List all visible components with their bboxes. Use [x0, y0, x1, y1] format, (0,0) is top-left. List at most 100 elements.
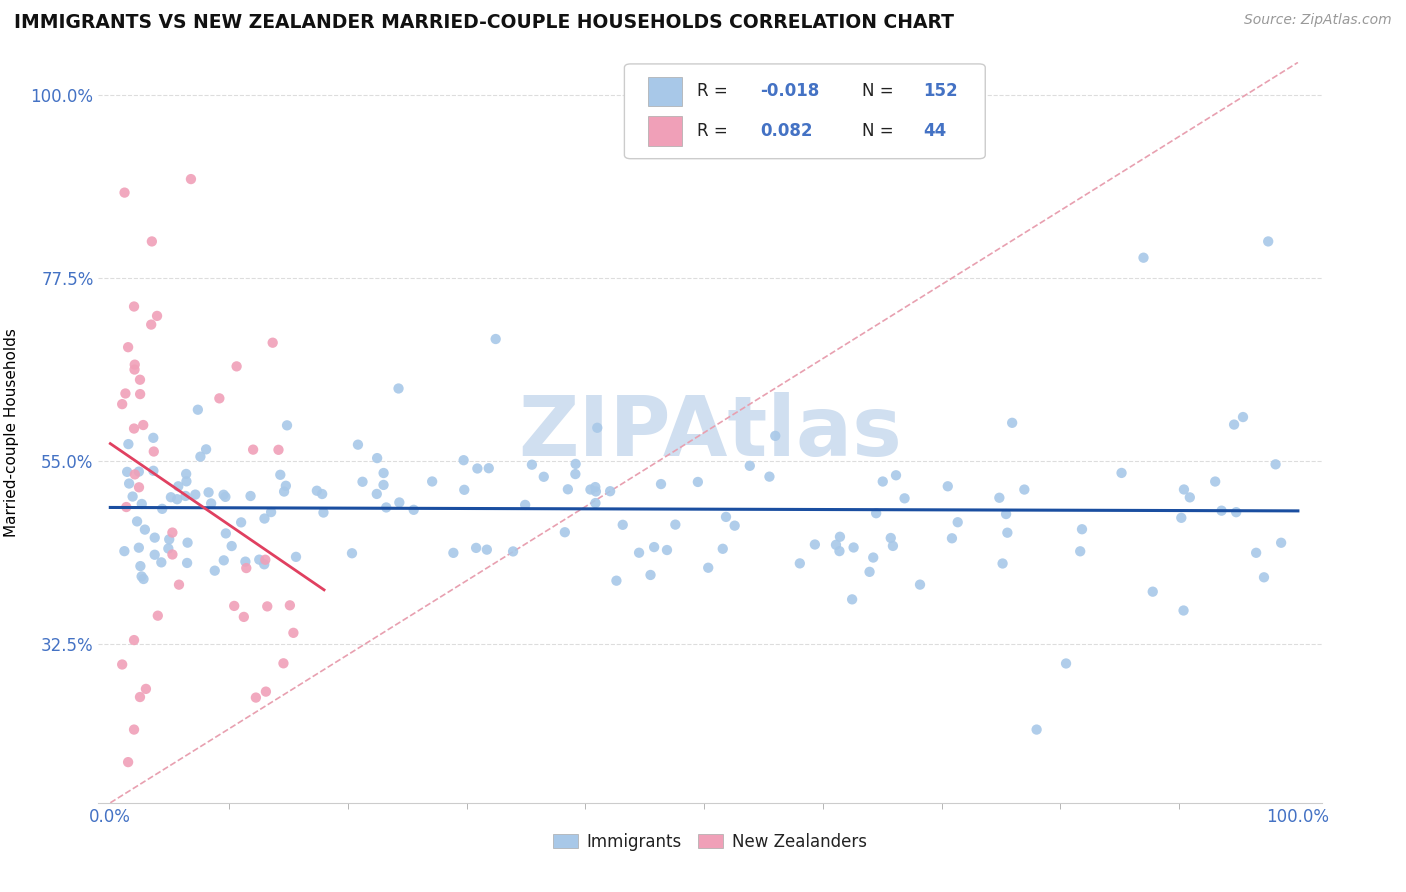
Point [520, 458, 543, 472]
Point [128, 465, 150, 479]
Point [160, 490, 183, 504]
Point [502, 544, 524, 558]
Point [114, 186, 136, 200]
Point [564, 467, 586, 481]
Point [453, 483, 475, 497]
Point [260, 505, 283, 519]
Point [176, 556, 198, 570]
Point [640, 568, 662, 582]
Point [167, 577, 190, 591]
Point [1211, 504, 1233, 518]
Point [758, 469, 780, 483]
Point [162, 525, 184, 540]
Point [865, 506, 887, 520]
Point [114, 386, 136, 401]
Point [1071, 522, 1094, 536]
Point [124, 358, 146, 372]
Point [122, 300, 145, 314]
Point [1264, 458, 1286, 472]
Text: R =: R = [696, 122, 727, 140]
Point [242, 442, 264, 457]
Point [273, 657, 295, 671]
Point [129, 373, 152, 387]
Point [583, 496, 606, 510]
Point [124, 467, 146, 482]
Point [655, 543, 678, 558]
Point [112, 544, 135, 558]
Point [475, 542, 498, 557]
Point [697, 560, 720, 574]
Point [1001, 416, 1024, 430]
Point [1225, 505, 1247, 519]
Point [269, 467, 291, 482]
Point [1204, 475, 1226, 489]
Point [724, 518, 747, 533]
Point [515, 498, 537, 512]
Point [273, 484, 295, 499]
Point [366, 487, 388, 501]
Point [231, 516, 253, 530]
Point [612, 517, 634, 532]
Bar [648, 117, 682, 146]
Point [128, 541, 150, 555]
Point [142, 444, 165, 458]
Point [135, 681, 157, 696]
Point [312, 506, 335, 520]
Point [995, 507, 1018, 521]
Point [166, 492, 188, 507]
Point [478, 461, 501, 475]
Point [941, 531, 963, 545]
Point [176, 535, 198, 549]
Point [117, 437, 139, 451]
Point [946, 515, 969, 529]
Point [305, 483, 328, 498]
Point [212, 488, 235, 502]
Point [340, 546, 363, 560]
Point [253, 511, 276, 525]
Point [714, 509, 737, 524]
Point [465, 541, 488, 555]
Point [247, 552, 270, 566]
Point [121, 490, 143, 504]
Point [1111, 466, 1133, 480]
Point [232, 610, 254, 624]
Point [117, 755, 139, 769]
Point [1132, 251, 1154, 265]
Point [686, 475, 709, 489]
Point [599, 484, 621, 499]
Text: N =: N = [862, 82, 893, 100]
Point [991, 557, 1014, 571]
Point [239, 489, 262, 503]
Point [893, 491, 915, 506]
Point [862, 550, 884, 565]
Point [214, 490, 236, 504]
Point [420, 475, 443, 489]
Point [1253, 570, 1275, 584]
Point [146, 309, 169, 323]
Point [352, 475, 374, 489]
Point [122, 633, 145, 648]
Point [174, 489, 197, 503]
Point [132, 417, 155, 432]
Point [988, 491, 1011, 505]
Point [167, 479, 190, 493]
Point [129, 690, 152, 704]
Point [117, 340, 139, 354]
Text: 0.082: 0.082 [761, 122, 813, 140]
Point [143, 548, 166, 562]
Point [174, 467, 197, 481]
Legend: Immigrants, New Zealanders: Immigrants, New Zealanders [547, 826, 873, 857]
Point [858, 565, 880, 579]
Point [235, 555, 257, 569]
Point [115, 500, 138, 514]
Point [1270, 535, 1292, 549]
Point [375, 500, 398, 515]
Point [162, 548, 184, 562]
Point [311, 487, 333, 501]
Bar [648, 77, 682, 106]
Point [467, 461, 489, 475]
Point [256, 599, 278, 614]
Point [146, 608, 169, 623]
Text: ZIPAtlas: ZIPAtlas [517, 392, 903, 473]
Point [180, 172, 202, 186]
